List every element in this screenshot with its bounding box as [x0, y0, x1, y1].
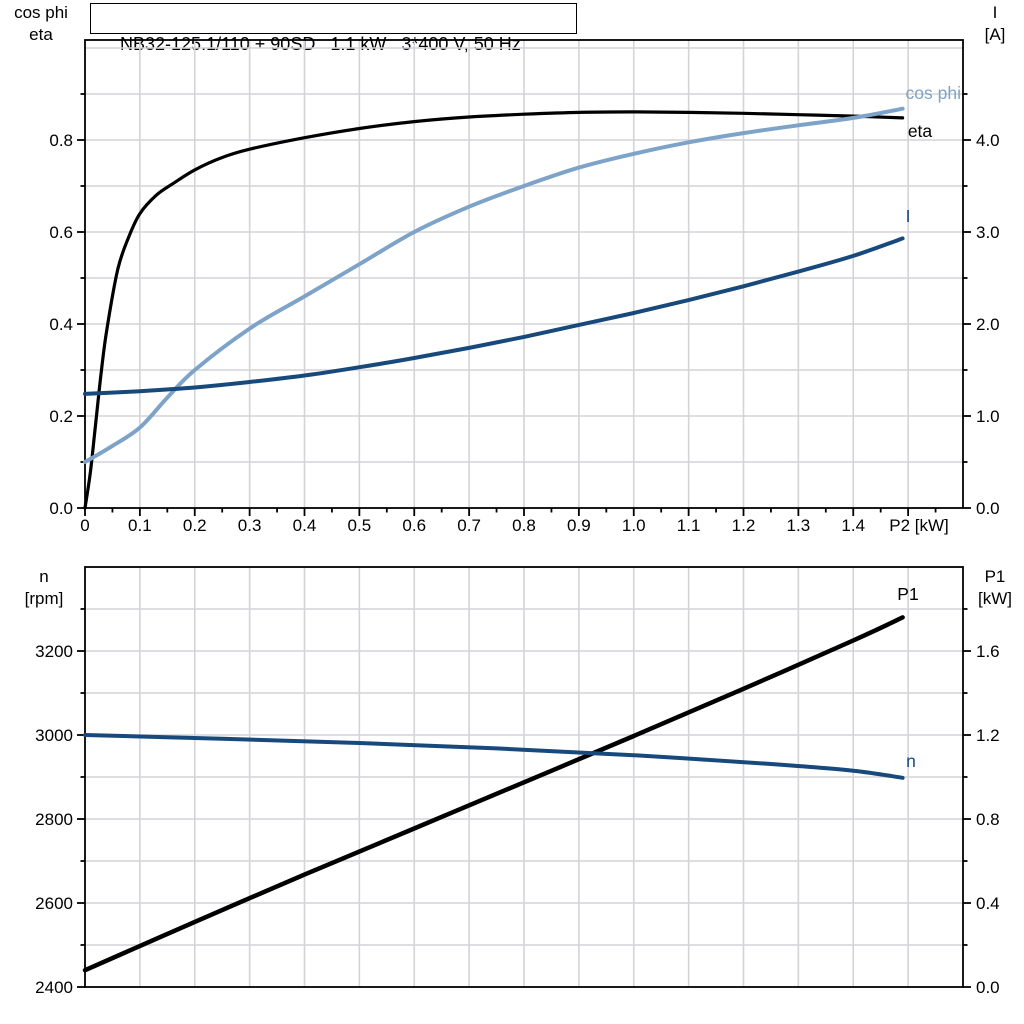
x-tick-label: 1.4 [841, 516, 865, 535]
x-tick-label: 0.6 [402, 516, 426, 535]
top-right-axis-title-line1: I [992, 3, 998, 22]
bottom-left-axis-title-line2: [rpm] [24, 589, 64, 608]
x-tick-label: 0.5 [348, 516, 372, 535]
right-tick-label: 0.8 [976, 810, 1000, 829]
right-tick-label: 0.0 [976, 499, 1000, 518]
right-tick-label: 1.2 [976, 726, 1000, 745]
x-tick-label: 0.8 [512, 516, 536, 535]
right-tick-label: 2.0 [976, 315, 1000, 334]
plot-border [84, 39, 964, 509]
curve-n [83, 733, 905, 780]
right-tick-label: 0.4 [976, 894, 1000, 913]
left-tick-label: 2800 [35, 810, 73, 829]
left-tick-label: 3200 [35, 642, 73, 661]
curve-I [83, 236, 905, 396]
x-tick-label: 0.2 [183, 516, 207, 535]
curve-label-n: n [906, 751, 916, 771]
x-tick-label: 1.3 [787, 516, 811, 535]
x-axis-label: P2 [kW] [889, 516, 949, 535]
bottom-right-axis-title-line2: [kW] [978, 589, 1012, 608]
left-tick-label: 0.0 [49, 499, 73, 518]
speed-and-input-power-chart: 2400 2600 2800 3000 3200 0.0 0.4 0.8 1.2 1.6 P1 n [35, 566, 1000, 997]
x-tick-label: 0 [80, 516, 89, 535]
right-tick-label: 3.0 [976, 223, 1000, 242]
right-tick-label: 1.6 [976, 642, 1000, 661]
gridlines [85, 567, 963, 987]
tick-labels: 2400 2600 2800 3000 3200 0.0 0.4 0.8 1.2 1.6 [35, 642, 999, 997]
left-tick-label: 2600 [35, 894, 73, 913]
right-tick-label: 0.0 [976, 978, 1000, 997]
left-tick-label: 2400 [35, 978, 73, 997]
x-tick-label: 0.7 [457, 516, 481, 535]
curve-eta [83, 110, 905, 510]
right-tick-label: 1.0 [976, 407, 1000, 426]
top-left-axis-title-line2: eta [29, 25, 53, 44]
left-tick-label: 3000 [35, 726, 73, 745]
curve-label-P1: P1 [897, 584, 918, 604]
top-chart-right-axis-title: I [A] [966, 2, 1024, 46]
left-tick-label: 0.6 [49, 223, 73, 242]
bottom-right-axis-title-line1: P1 [984, 567, 1006, 586]
gridlines [85, 40, 963, 508]
bottom-chart-right-axis-title: P1 [kW] [966, 566, 1024, 610]
tick-labels: 0.0 0.2 0.4 0.6 0.8 0.0 1.0 2.0 3.0 4.0 0 0.1 0.2 0.3… [49, 131, 999, 535]
top-right-axis-title-line2: [A] [984, 25, 1006, 44]
x-tick-label: 0.4 [293, 516, 317, 535]
x-tick-label: 1.0 [622, 516, 646, 535]
top-left-axis-title-line1: cos phi [14, 3, 68, 22]
plot-border [84, 566, 964, 988]
curve-label-eta: eta [908, 121, 933, 141]
x-tick-label: 1.1 [677, 516, 701, 535]
curve-cos-phi [83, 106, 905, 464]
left-tick-label: 0.2 [49, 407, 73, 426]
bottom-left-axis-title-line1: n [39, 567, 49, 586]
curve-label-cos-phi: cos phi [906, 83, 961, 103]
left-tick-label: 0.4 [49, 315, 73, 334]
curve-P1 [82, 615, 905, 973]
curve-label-I: I [906, 206, 911, 226]
right-tick-label: 4.0 [976, 131, 1000, 150]
x-tick-label: 0.9 [567, 516, 591, 535]
top-chart-left-axis-title: cos phi eta [8, 2, 74, 46]
x-tick-label: 0.1 [128, 516, 152, 535]
motor-performance-chart: 0.0 0.2 0.4 0.6 0.8 0.0 1.0 2.0 3.0 4.0 0 0.1 0.2 0.3… [49, 39, 1000, 535]
left-tick-label: 0.8 [49, 131, 73, 150]
x-tick-label: 1.2 [732, 516, 756, 535]
x-tick-label: 0.3 [238, 516, 262, 535]
bottom-chart-left-axis-title: n [rpm] [10, 566, 78, 610]
